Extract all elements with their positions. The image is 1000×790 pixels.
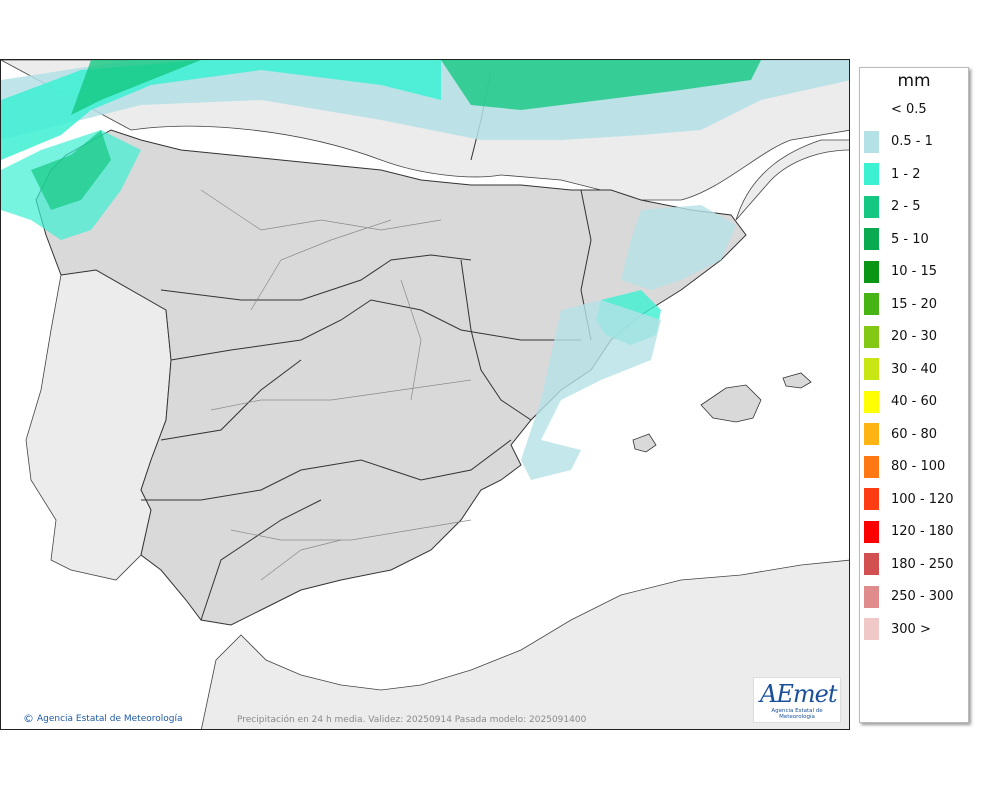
legend-swatch [864,163,879,185]
legend-swatch [864,520,879,543]
legend-label: 0.5 - 1 [891,134,933,149]
legend-label: 250 - 300 [891,589,954,604]
legend-swatch [864,358,879,380]
legend-label: 15 - 20 [891,296,938,312]
precip-galicia-core [31,130,111,210]
legend-label: 20 - 30 [891,329,938,344]
legend-item: 120 - 180 [864,520,954,543]
precipitation-overlay [1,60,849,480]
legend-swatch [864,98,879,120]
legend-label: 60 - 80 [891,426,938,442]
legend-item: 5 - 10 [864,228,929,250]
legend-label: 1 - 2 [891,166,921,182]
ibiza-land [632,433,657,453]
legend-swatch [864,455,879,478]
legend-swatch [864,585,879,608]
precip-valencia-light [521,300,661,480]
legend-item: 180 - 250 [864,553,954,575]
legend-item: 15 - 20 [864,293,937,315]
legend-item: 300 > [864,618,931,640]
legend-swatch [864,195,879,218]
legend-swatch [864,488,879,510]
legend-item: 80 - 100 [864,455,946,478]
legend-label: 5 - 10 [891,231,929,247]
precipitation-map: © Agencia Estatal de Meteorología Precip… [0,59,850,730]
precip-north-strong [71,60,201,115]
legend-label: 120 - 180 [891,524,954,539]
credit-text: Agencia Estatal de Meteorología [37,713,183,724]
precip-catalonia [621,205,736,290]
legend-label: 300 > [891,621,931,637]
copyright-icon: © [23,712,34,725]
logo-wordmark: AEmet [760,680,837,708]
legend-label: < 0.5 [891,101,927,117]
legend-item: 60 - 80 [864,423,937,445]
legend-item: 30 - 40 [864,358,937,380]
legend-item: 100 - 120 [864,488,954,510]
legend-label: 40 - 60 [891,394,938,409]
legend-label: 100 - 120 [891,491,954,507]
legend-swatch [864,130,879,153]
legend-item: 10 - 15 [864,260,938,283]
legend-swatch [864,423,879,445]
legend-swatch [864,553,879,575]
legend-item: 250 - 300 [864,585,954,608]
legend-label: 180 - 250 [891,556,954,572]
legend-swatch [864,293,879,315]
spain-land [35,129,747,626]
legend-label: 30 - 40 [891,361,938,377]
mallorca-land [700,384,762,423]
provincial-borders [200,189,472,581]
logo-subtitle: Agencia Estatal de Meteorología [771,708,823,720]
legend-item: 1 - 2 [864,163,921,185]
legend-item: 40 - 60 [864,390,938,413]
legend-swatch [864,228,879,250]
legend-label: 80 - 100 [891,459,946,474]
legend-unit: mm [897,71,931,91]
legend-item: < 0.5 [864,98,927,120]
provence-land [735,139,849,221]
precip-bay-biscay [441,60,761,110]
validity-caption: Precipitación en 24 h media. Validez: 20… [237,715,587,725]
legend-label: 2 - 5 [891,199,921,214]
legend-item: 0.5 - 1 [864,130,933,153]
legend-swatch [864,260,879,283]
agency-credit: © Agencia Estatal de Meteorología [23,712,183,725]
legend-item: 20 - 30 [864,325,938,348]
menorca-land [782,372,812,389]
legend-item: 2 - 5 [864,195,921,218]
legend-swatch [864,618,879,640]
africa-land [201,559,849,729]
legend-label: 10 - 15 [891,264,938,279]
precipitation-legend: mm < 0.5 0.5 - 1 1 - 2 2 - 5 5 - 10 10 - 15 15… [859,67,969,723]
legend-swatch [864,390,879,413]
legend-swatch [864,325,879,348]
aemet-logo: AEmet Agencia Estatal de Meteorología [753,677,841,723]
map-canvas [1,60,849,729]
